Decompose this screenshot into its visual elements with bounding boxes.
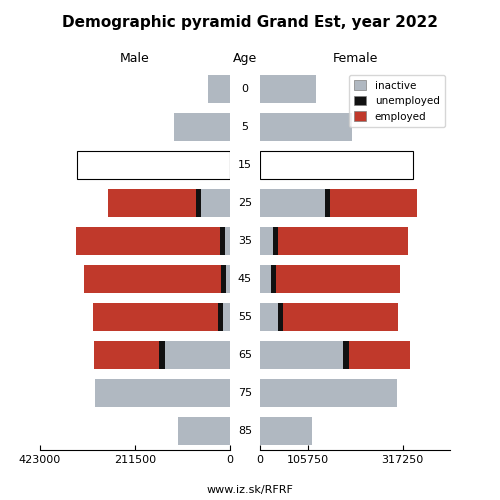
Bar — [274, 227, 278, 255]
Bar — [284, 302, 398, 331]
Bar — [271, 265, 276, 293]
Bar — [224, 227, 230, 255]
Bar — [201, 188, 230, 217]
Bar — [92, 302, 218, 331]
Text: 75: 75 — [238, 388, 252, 398]
Bar — [260, 379, 397, 407]
Bar — [95, 379, 230, 407]
Bar — [226, 265, 230, 293]
Bar — [260, 227, 274, 255]
Bar — [325, 188, 330, 217]
Bar — [260, 302, 278, 331]
Bar — [278, 227, 408, 255]
Bar — [224, 302, 230, 331]
Text: 15: 15 — [238, 160, 252, 170]
Bar — [218, 302, 224, 331]
Text: Demographic pyramid Grand Est, year 2022: Demographic pyramid Grand Est, year 2022 — [62, 15, 438, 30]
Text: 45: 45 — [238, 274, 252, 284]
Bar — [276, 265, 400, 293]
Text: 85: 85 — [238, 426, 252, 436]
Bar — [196, 188, 201, 217]
Text: 35: 35 — [238, 236, 252, 246]
Bar — [165, 341, 230, 369]
Bar — [349, 341, 410, 369]
Text: Female: Female — [332, 52, 378, 65]
Bar — [260, 113, 352, 141]
Bar — [159, 341, 165, 369]
Bar — [208, 74, 230, 104]
Bar — [220, 227, 224, 255]
Bar — [260, 265, 271, 293]
Bar — [260, 188, 325, 217]
Bar — [84, 265, 220, 293]
Bar — [278, 302, 283, 331]
Text: www.iz.sk/RFRF: www.iz.sk/RFRF — [206, 485, 294, 495]
Text: Male: Male — [120, 52, 150, 65]
Text: 55: 55 — [238, 312, 252, 322]
Bar — [94, 341, 159, 369]
Bar — [108, 188, 196, 217]
Bar — [260, 341, 343, 369]
Text: 25: 25 — [238, 198, 252, 208]
Bar — [174, 113, 230, 141]
Bar — [220, 265, 226, 293]
Bar — [178, 417, 230, 445]
Bar — [260, 151, 412, 180]
Bar — [260, 417, 312, 445]
Text: Age: Age — [233, 52, 257, 65]
Text: 0: 0 — [242, 84, 248, 94]
Text: 5: 5 — [242, 122, 248, 132]
Bar — [78, 151, 230, 180]
Bar — [330, 188, 417, 217]
Text: 65: 65 — [238, 350, 252, 360]
Legend: inactive, unemployed, employed: inactive, unemployed, employed — [348, 75, 445, 126]
Bar — [343, 341, 349, 369]
Bar — [260, 74, 316, 104]
Bar — [76, 227, 220, 255]
